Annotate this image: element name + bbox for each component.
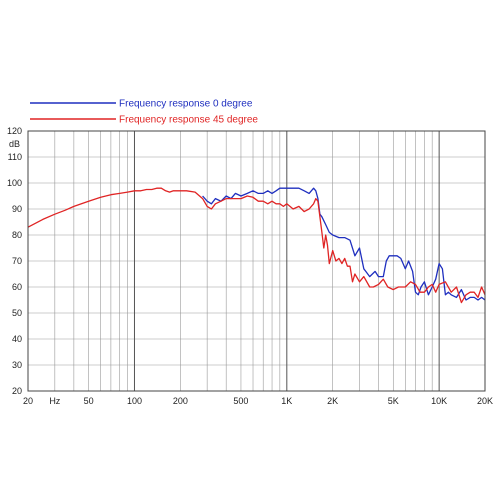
y-tick-label-5: 70 xyxy=(12,256,22,266)
y-tick-label-1: 30 xyxy=(12,360,22,370)
y-axis: 20 30 40 50 60 70 80 90 100 110 120 xyxy=(7,126,22,396)
y-tick-label-4: 60 xyxy=(12,282,22,292)
x-tick-label-2: 50 xyxy=(84,396,94,406)
series-layer xyxy=(27,187,486,304)
x-axis: 20 Hz 50 100 200 500 1K 2K 5K 10K 20K xyxy=(23,396,493,406)
x-tick-label-1: Hz xyxy=(49,396,60,406)
grid xyxy=(28,131,485,391)
x-tick-label-6: 1K xyxy=(281,396,292,406)
legend-label-45deg: Frequency response 45 degree xyxy=(119,115,258,126)
y-tick-label-8: 100 xyxy=(7,178,22,188)
y-tick-label-3: 50 xyxy=(12,308,22,318)
y-axis-unit-label: dB xyxy=(9,139,20,149)
x-tick-label-5: 500 xyxy=(233,396,248,406)
x-tick-label-10: 20K xyxy=(477,396,493,406)
x-tick-label-3: 100 xyxy=(127,396,142,406)
legend-label-0deg: Frequency response 0 degree xyxy=(119,99,253,110)
y-tick-label-10: 120 xyxy=(7,126,22,136)
plot-frame xyxy=(27,130,486,392)
x-tick-label-4: 200 xyxy=(173,396,188,406)
legend: Frequency response 0 degree Frequency re… xyxy=(30,99,258,126)
x-tick-label-9: 10K xyxy=(431,396,447,406)
y-tick-label-7: 90 xyxy=(12,204,22,214)
x-tick-label-0: 20 xyxy=(23,396,33,406)
x-tick-label-7: 2K xyxy=(327,396,338,406)
series-line-0 xyxy=(202,187,486,301)
series-line-1 xyxy=(27,187,486,304)
x-tick-label-8: 5K xyxy=(388,396,399,406)
y-tick-label-0: 20 xyxy=(12,386,22,396)
y-tick-label-9: 110 xyxy=(8,152,22,162)
y-tick-label-6: 80 xyxy=(12,230,22,240)
y-tick-label-2: 40 xyxy=(12,334,22,344)
